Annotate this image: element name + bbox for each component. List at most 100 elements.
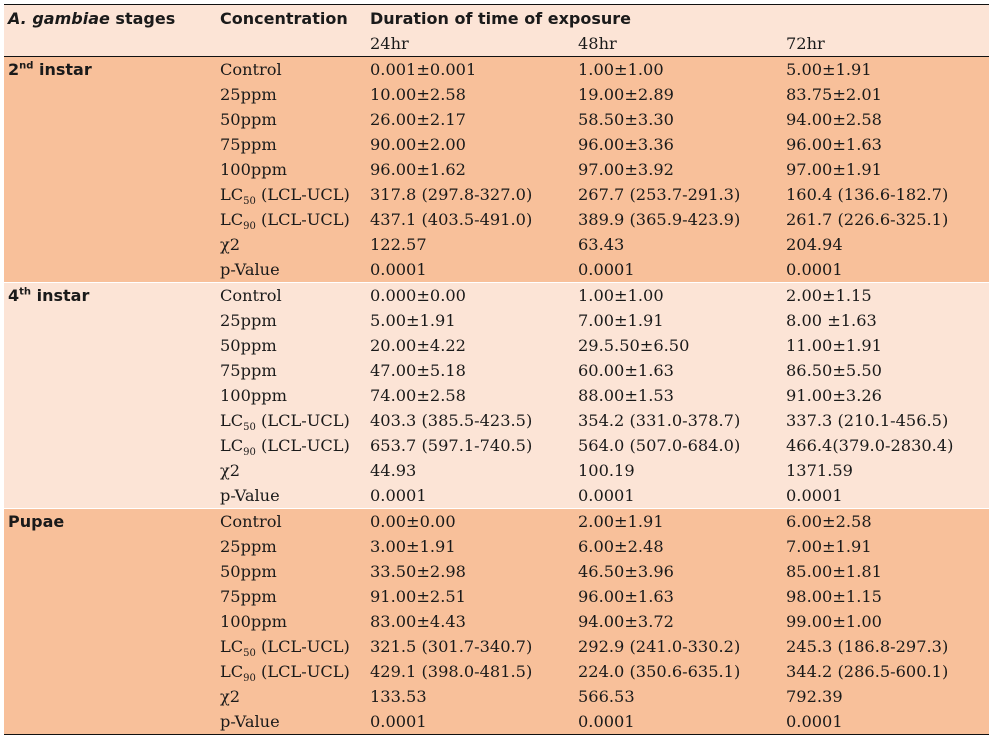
table-row: χ2 44.93 100.19 1371.59 [4, 458, 990, 483]
concentration-cell: 75ppm [216, 584, 366, 609]
row-label: 100ppm [220, 612, 287, 631]
row-label: 50ppm [220, 110, 277, 129]
table-row: 100ppm 96.00±1.62 97.00±3.92 97.00±1.91 [4, 157, 990, 182]
value-cell: 321.5 (301.7-340.7) [366, 634, 574, 659]
table-row: LC90 (LCL-UCL) 437.1 (403.5-491.0) 389.9 (… [4, 207, 990, 232]
stage-label: 2 [8, 60, 20, 79]
stage-cell: 2nd instar [4, 56, 216, 82]
row-label-subscript: 50 [243, 422, 256, 434]
value-cell: 96.00±1.62 [366, 157, 574, 182]
value-cell: 10.00±2.58 [366, 82, 574, 107]
row-label-rest: (LCL-UCL) [255, 662, 350, 681]
table-row: 25ppm 3.00±1.91 6.00±2.48 7.00±1.91 [4, 534, 990, 559]
row-label-subscript: 90 [243, 673, 256, 685]
value-cell: 0.0001 [574, 709, 782, 735]
row-label: p-Value [220, 712, 280, 731]
row-label-rest: (LCL-UCL) [255, 436, 350, 455]
value-cell: 26.00±2.17 [366, 107, 574, 132]
value-cell: 564.0 (507.0-684.0) [574, 433, 782, 458]
time-header-24hr: 24hr [366, 31, 574, 57]
stage-cell [4, 182, 216, 207]
concentration-cell: 50ppm [216, 559, 366, 584]
table-row: 50ppm 33.50±2.98 46.50±3.96 85.00±1.81 [4, 559, 990, 584]
row-label-rest: (LCL-UCL) [255, 637, 350, 656]
value-cell: 91.00±2.51 [366, 584, 574, 609]
stage-cell [4, 157, 216, 182]
value-cell: 96.00±3.36 [574, 132, 782, 157]
concentration-cell: Control [216, 508, 366, 534]
row-label-rest: (LCL-UCL) [255, 411, 350, 430]
value-cell: 63.43 [574, 232, 782, 257]
value-cell: 91.00±3.26 [782, 383, 990, 408]
row-label-subscript: 50 [243, 648, 256, 660]
mortality-table: A. gambiae stages Concentration Duration… [4, 4, 990, 735]
stage-cell [4, 82, 216, 107]
header-blank-cell [4, 31, 216, 57]
time-header-72hr: 72hr [782, 31, 990, 57]
stage-cell [4, 559, 216, 584]
value-cell: 245.3 (186.8-297.3) [782, 634, 990, 659]
stage-cell [4, 483, 216, 509]
concentration-cell: LC90 (LCL-UCL) [216, 433, 366, 458]
table-row: 4th instar Control 0.000±0.00 1.00±1.00 2.00… [4, 282, 990, 308]
row-label: LC [220, 662, 244, 681]
table-row: 75ppm 91.00±2.51 96.00±1.63 98.00±1.15 [4, 584, 990, 609]
row-label: 75ppm [220, 587, 277, 606]
row-label: 75ppm [220, 361, 277, 380]
concentration-cell: χ2 [216, 232, 366, 257]
value-cell: 86.50±5.50 [782, 358, 990, 383]
stage-cell [4, 584, 216, 609]
table-row: 50ppm 26.00±2.17 58.50±3.30 94.00±2.58 [4, 107, 990, 132]
concentration-cell: 100ppm [216, 609, 366, 634]
concentration-cell: LC50 (LCL-UCL) [216, 182, 366, 207]
table-row: LC50 (LCL-UCL) 317.8 (297.8-327.0) 267.7 (… [4, 182, 990, 207]
row-label: LC [220, 210, 244, 229]
value-cell: 96.00±1.63 [574, 584, 782, 609]
concentration-cell: Control [216, 56, 366, 82]
value-cell: 354.2 (331.0-378.7) [574, 408, 782, 433]
stage-label-superscript: nd [19, 60, 34, 72]
stage-label-rest: instar [33, 60, 92, 79]
table-row: 75ppm 47.00±5.18 60.00±1.63 86.50±5.50 [4, 358, 990, 383]
value-cell: 1.00±1.00 [574, 56, 782, 82]
species-name: A. gambiae [8, 8, 110, 28]
row-label: p-Value [220, 260, 280, 279]
row-label: 25ppm [220, 85, 277, 104]
value-cell: 0.0001 [366, 483, 574, 509]
value-cell: 83.00±4.43 [366, 609, 574, 634]
value-cell: 97.00±3.92 [574, 157, 782, 182]
value-cell: 11.00±1.91 [782, 333, 990, 358]
value-cell: 0.0001 [782, 483, 990, 509]
value-cell: 2.00±1.91 [574, 508, 782, 534]
table-row: p-Value 0.0001 0.0001 0.0001 [4, 257, 990, 283]
table-body: A. gambiae stages Concentration Duration… [4, 4, 990, 735]
value-cell: 1.00±1.00 [574, 282, 782, 308]
row-label: 25ppm [220, 537, 277, 556]
value-cell: 566.53 [574, 684, 782, 709]
stage-cell: 4th instar [4, 282, 216, 308]
value-cell: 29.5.50±6.50 [574, 333, 782, 358]
row-label: 50ppm [220, 336, 277, 355]
concentration-cell: Control [216, 282, 366, 308]
row-label-rest: (LCL-UCL) [255, 185, 350, 204]
concentration-cell: p-Value [216, 483, 366, 509]
concentration-cell: LC50 (LCL-UCL) [216, 408, 366, 433]
table-row: LC50 (LCL-UCL) 403.3 (385.5-423.5) 354.2 (… [4, 408, 990, 433]
stage-cell [4, 308, 216, 333]
value-cell: 292.9 (241.0-330.2) [574, 634, 782, 659]
row-label: 100ppm [220, 160, 287, 179]
concentration-cell: 50ppm [216, 107, 366, 132]
value-cell: 5.00±1.91 [366, 308, 574, 333]
row-label: 50ppm [220, 562, 277, 581]
value-cell: 88.00±1.53 [574, 383, 782, 408]
concentration-cell: 25ppm [216, 308, 366, 333]
concentration-cell: 75ppm [216, 132, 366, 157]
stage-cell [4, 383, 216, 408]
stage-cell [4, 609, 216, 634]
value-cell: 389.9 (365.9-423.9) [574, 207, 782, 232]
value-cell: 653.7 (597.1-740.5) [366, 433, 574, 458]
value-cell: 133.53 [366, 684, 574, 709]
value-cell: 58.50±3.30 [574, 107, 782, 132]
value-cell: 60.00±1.63 [574, 358, 782, 383]
value-cell: 98.00±1.15 [782, 584, 990, 609]
